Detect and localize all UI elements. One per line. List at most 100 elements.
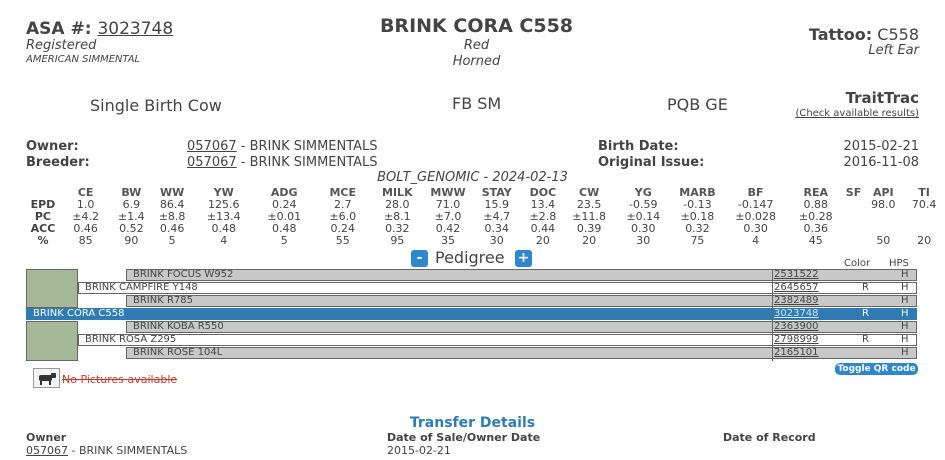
epd-cell: 4 <box>220 234 228 247</box>
birth-type: Single Birth Cow <box>90 96 222 115</box>
epd-cell: 0.30 <box>743 222 768 235</box>
pedigree-row[interactable]: BRINK ROSE 104L <box>126 347 917 359</box>
epd-table: CE BW WW YW ADG MCE MILK MWW STAY DOC CW YG MARB BF RE… <box>28 187 945 247</box>
asa-number-link[interactable]: 3023748 <box>97 19 174 39</box>
epd-cell: 0.34 <box>484 222 509 235</box>
birth-date-label: Birth Date: <box>598 139 679 154</box>
pedigree-row[interactable]: BRINK CAMPFIRE Y148 <box>78 282 917 294</box>
epd-row: PC ±4.2 ±1.4 ±8.8 ±13.4 ±0.01 ±6.0 ±8.1 ±7.0 ±4.7… <box>28 211 945 223</box>
traittrac-link[interactable]: (Check available results) <box>795 108 919 119</box>
epd-cell: 0.48 <box>272 222 297 235</box>
pedigree-dam-block <box>26 321 78 361</box>
epd-cell: 0.39 <box>576 222 602 235</box>
genomic-info: BOLT_GENOMIC - 2024-02-13 <box>377 170 568 185</box>
epd-col-header: MCE <box>329 186 357 199</box>
epd-cell: 20 <box>582 234 597 247</box>
date-of-record-label: Date of Record <box>723 431 816 444</box>
pedigree-expand-button[interactable]: + <box>515 250 532 267</box>
epd-col-header: API <box>872 186 894 199</box>
epd-col-header: CW <box>579 186 600 199</box>
epd-col-header: STAY <box>481 186 512 199</box>
epd-cell: 125.6 <box>207 198 240 211</box>
pedigree-row[interactable]: BRINK KOBA R550 <box>126 321 917 333</box>
pedigree-chart: BRINK FOCUS W952 BRINK CAMPFIRE Y148 BRI… <box>26 269 917 361</box>
epd-cell: 45 <box>808 234 823 247</box>
traittrac-title: TraitTrac <box>845 89 919 107</box>
pedigree-row[interactable]: BRINK R785 <box>126 295 917 307</box>
epd-cell: 90 <box>124 234 139 247</box>
epd-cell: 35 <box>441 234 455 247</box>
epd-row-label: PC <box>34 210 52 223</box>
epd-col-header: TI <box>918 186 930 199</box>
epd-cell: -0.147 <box>737 198 774 211</box>
epd-cell <box>844 199 864 211</box>
tattoo-location: Left Ear <box>868 43 919 58</box>
pedigree-number-link[interactable]: 2382489 <box>774 295 819 306</box>
epd-col-header: MILK <box>382 186 413 199</box>
breeder-id-link[interactable]: 057067 <box>187 155 237 170</box>
no-pictures-text: No Pictures available <box>62 373 178 386</box>
pedigree-number-link[interactable]: 3023748 <box>774 308 819 319</box>
animal-name: BRINK CORA C558 <box>379 15 574 37</box>
epd-cell: 0.88 <box>803 198 828 211</box>
epd-cell: 55 <box>335 234 350 247</box>
transfer-owner-link[interactable]: 057067 <box>26 444 68 457</box>
fullblood: FB SM <box>452 94 502 113</box>
transfer-owner: 057067 - BRINK SIMMENTALS <box>26 444 188 457</box>
epd-cell: 0.46 <box>73 222 98 235</box>
epd-cell: 20 <box>917 234 932 247</box>
pedigree-hps: H <box>901 308 909 319</box>
epd-cell <box>863 211 903 223</box>
pedigree-number-link[interactable]: 2531522 <box>774 269 819 280</box>
epd-cell: 1.0 <box>76 198 95 211</box>
epd-cell: 71.0 <box>435 198 461 211</box>
epd-cell: 0.30 <box>631 222 656 235</box>
pedigree-number-link[interactable]: 2165101 <box>774 347 819 358</box>
owner-id-link[interactable]: 057067 <box>187 139 237 154</box>
epd-col-header: YW <box>213 186 234 199</box>
epd-col-header: MARB <box>679 186 716 199</box>
epd-cell: ±0.028 <box>735 210 776 223</box>
epd-cell: 5 <box>280 234 288 247</box>
epd-cell: ±8.8 <box>158 210 186 223</box>
epd-cell: 98.0 <box>871 198 896 211</box>
epd-row-label: EPD <box>30 198 56 211</box>
date-of-sale: 2015-02-21 <box>387 444 451 457</box>
epd-cell: ±0.01 <box>267 210 302 223</box>
tattoo: Tattoo: C558 <box>808 25 919 44</box>
toggle-qr-button[interactable]: Toggle QR code <box>835 363 918 375</box>
epd-cell: ±1.4 <box>117 210 145 223</box>
pedigree-number-link[interactable]: 2363900 <box>774 321 819 332</box>
epd-cell: 0.36 <box>803 222 828 235</box>
epd-cell: 2.7 <box>334 198 352 211</box>
epd-cell: 0.32 <box>685 222 710 235</box>
epd-col-header: MWW <box>430 186 466 199</box>
epd-header-row: CE BW WW YW ADG MCE MILK MWW STAY DOC CW YG MARB BF RE… <box>28 187 945 199</box>
epd-cell: 86.4 <box>159 198 185 211</box>
epd-col-header: WW <box>159 186 185 199</box>
epd-cell <box>844 235 864 247</box>
breeder: 057067 - BRINK SIMMENTALS <box>187 155 378 170</box>
pedigree-number-link[interactable]: 2798999 <box>774 334 819 345</box>
cow-icon <box>33 368 60 388</box>
pqb-ge: PQB GE <box>667 95 728 114</box>
pedigree-hps: H <box>901 295 909 306</box>
pedigree-hps: H <box>901 269 909 280</box>
pedigree-collapse-button[interactable]: - <box>411 250 428 267</box>
epd-cell: 20 <box>535 234 550 247</box>
epd-cell: 50 <box>876 234 891 247</box>
epd-cell: -0.13 <box>683 198 712 211</box>
epd-cell: 0.46 <box>159 222 185 235</box>
epd-row: EPD 1.0 6.9 86.4 125.6 0.24 2.7 28.0 71.0 15.9 13.… <box>28 199 945 211</box>
pedigree-number-link[interactable]: 2645657 <box>774 282 819 293</box>
pedigree-row[interactable]: BRINK ROSA Z295 <box>78 334 917 346</box>
pedigree-row[interactable]: BRINK FOCUS W952 <box>126 269 917 281</box>
epd-cell: 30 <box>636 234 651 247</box>
birth-date: 2015-02-21 <box>843 139 919 154</box>
breeder-label: Breeder: <box>26 155 90 170</box>
owner: 057067 - BRINK SIMMENTALS <box>187 139 378 154</box>
pedigree-row-selected[interactable]: BRINK CORA C558 <box>26 308 917 320</box>
breed: AMERICAN SIMMENTAL <box>26 54 141 65</box>
pedigree-hps: H <box>901 282 909 293</box>
pedigree-divider <box>772 269 773 361</box>
